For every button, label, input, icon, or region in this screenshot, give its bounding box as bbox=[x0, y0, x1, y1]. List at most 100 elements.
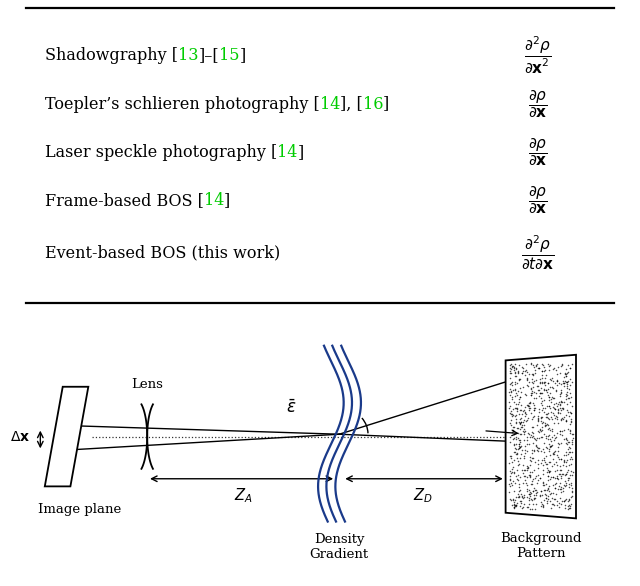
Point bbox=[513, 387, 524, 396]
Point bbox=[548, 454, 558, 464]
Point bbox=[543, 413, 554, 423]
Point bbox=[505, 451, 515, 461]
Point bbox=[509, 469, 519, 478]
Point bbox=[506, 406, 516, 415]
Point bbox=[564, 454, 575, 464]
Point bbox=[537, 490, 547, 500]
Point bbox=[544, 439, 554, 448]
Point bbox=[549, 364, 559, 373]
Point bbox=[548, 394, 559, 403]
Point bbox=[519, 420, 529, 430]
Point bbox=[511, 388, 522, 397]
Point bbox=[540, 485, 550, 495]
Point bbox=[536, 422, 547, 431]
Point bbox=[509, 391, 520, 400]
Point bbox=[527, 448, 537, 458]
Point bbox=[561, 447, 571, 456]
Point bbox=[531, 489, 541, 498]
Point bbox=[512, 403, 522, 413]
Point bbox=[514, 444, 524, 453]
Point bbox=[550, 398, 561, 407]
Point bbox=[541, 401, 552, 411]
Point bbox=[514, 374, 524, 384]
Point bbox=[552, 381, 563, 390]
Point bbox=[536, 413, 546, 422]
Point bbox=[522, 432, 532, 441]
Point bbox=[561, 434, 571, 444]
Point bbox=[510, 501, 520, 510]
Point bbox=[528, 499, 538, 509]
Point bbox=[546, 488, 556, 498]
Point bbox=[544, 467, 554, 476]
Point bbox=[520, 411, 530, 421]
Point bbox=[519, 454, 529, 463]
Point bbox=[545, 451, 555, 460]
Point bbox=[563, 476, 573, 485]
Point bbox=[541, 497, 552, 506]
Point bbox=[554, 482, 564, 491]
Point bbox=[564, 428, 575, 438]
Point bbox=[567, 447, 577, 456]
Point bbox=[547, 493, 557, 503]
Text: $\dfrac{\partial^2 \rho}{\partial t\partial \mathbf{x}}$: $\dfrac{\partial^2 \rho}{\partial t\part… bbox=[521, 234, 554, 272]
Point bbox=[521, 409, 531, 418]
Point bbox=[519, 424, 529, 434]
Point bbox=[521, 417, 531, 426]
Point bbox=[512, 404, 522, 414]
Point bbox=[542, 410, 552, 419]
Point bbox=[506, 495, 516, 505]
Point bbox=[539, 438, 549, 448]
Point bbox=[563, 411, 573, 421]
Point bbox=[534, 444, 544, 453]
Point bbox=[561, 390, 571, 399]
Point bbox=[548, 376, 559, 386]
Point bbox=[536, 498, 547, 507]
Point bbox=[506, 420, 516, 429]
Point bbox=[524, 406, 534, 415]
Point bbox=[565, 448, 575, 457]
Point bbox=[529, 362, 539, 372]
Point bbox=[564, 503, 574, 513]
Point bbox=[510, 384, 520, 394]
Point bbox=[559, 381, 569, 391]
Point bbox=[538, 495, 548, 505]
Point bbox=[513, 492, 523, 502]
Point bbox=[551, 365, 561, 374]
Point bbox=[522, 473, 532, 482]
Point bbox=[561, 478, 572, 487]
Point bbox=[538, 479, 548, 488]
Point bbox=[566, 452, 576, 462]
Point bbox=[529, 490, 540, 500]
Point bbox=[550, 434, 561, 443]
Point bbox=[537, 367, 547, 376]
Point bbox=[527, 423, 538, 432]
Point bbox=[541, 442, 551, 451]
Point bbox=[552, 465, 563, 475]
Point bbox=[529, 493, 539, 502]
Point bbox=[543, 471, 553, 481]
Point bbox=[553, 452, 563, 462]
Point bbox=[555, 391, 565, 400]
Point bbox=[506, 368, 516, 377]
Point bbox=[544, 444, 554, 454]
Point bbox=[538, 362, 548, 372]
Point bbox=[563, 496, 573, 505]
Point bbox=[514, 491, 524, 500]
Point bbox=[555, 462, 565, 471]
Point bbox=[518, 492, 529, 502]
Point bbox=[566, 415, 576, 424]
Point bbox=[538, 404, 548, 413]
Point bbox=[553, 442, 563, 452]
Point bbox=[553, 405, 563, 414]
Point bbox=[509, 386, 520, 395]
Point bbox=[548, 472, 558, 482]
Point bbox=[557, 404, 568, 413]
Point bbox=[550, 483, 560, 492]
Point bbox=[563, 360, 573, 370]
Point bbox=[540, 418, 550, 428]
Point bbox=[556, 403, 566, 413]
Point bbox=[567, 471, 577, 480]
Point bbox=[507, 481, 517, 490]
Point bbox=[562, 390, 572, 400]
Point bbox=[520, 465, 530, 475]
